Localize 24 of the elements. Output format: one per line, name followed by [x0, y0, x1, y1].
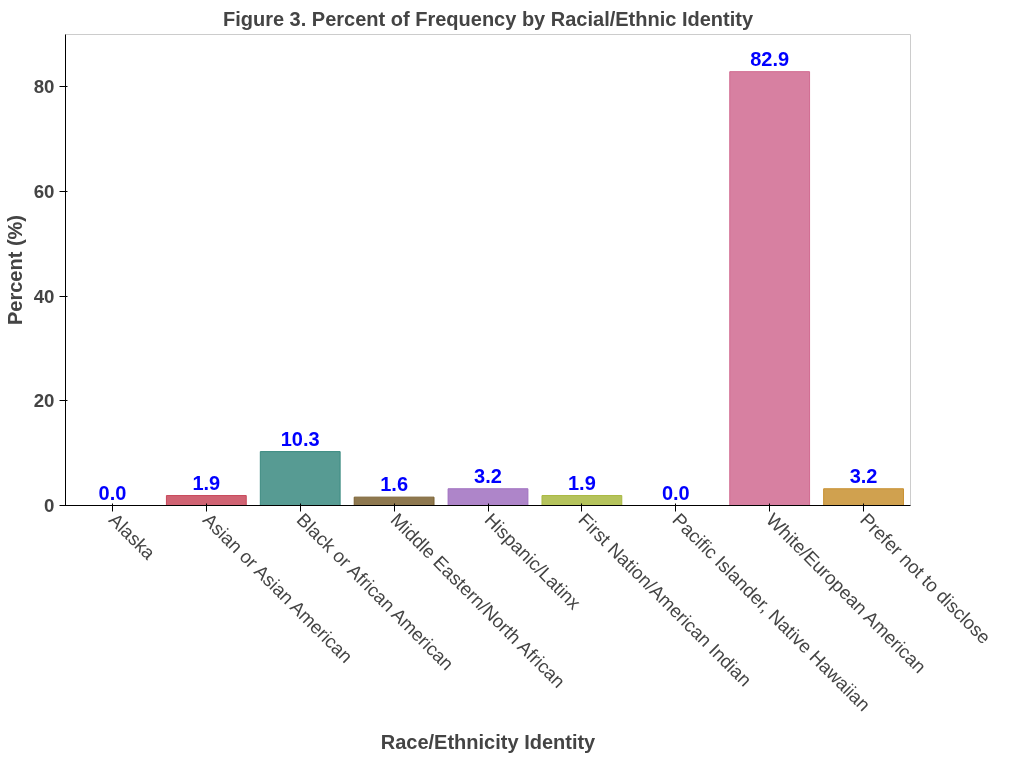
data-label: 1.6 — [380, 473, 409, 496]
data-label: 10.3 — [280, 427, 320, 450]
data-label: 0.0 — [661, 481, 690, 504]
data-label: 1.9 — [567, 471, 596, 494]
bar — [823, 488, 904, 506]
y-tick-label: 80 — [33, 76, 55, 98]
chart-title: Figure 3. Percent of Frequency by Racial/Ethnic Identity — [222, 7, 754, 30]
bar — [259, 451, 341, 506]
data-label: 0.0 — [98, 481, 127, 504]
bar — [165, 495, 247, 506]
bar — [447, 488, 529, 506]
data-label: 3.2 — [849, 464, 878, 487]
bar — [729, 71, 811, 506]
bar — [541, 495, 623, 506]
y-tick-label: 20 — [33, 390, 55, 412]
bar — [353, 496, 435, 506]
y-tick-label: 40 — [33, 285, 55, 307]
x-axis-title: Race/Ethnicity Identity — [380, 730, 597, 753]
data-label: 3.2 — [474, 464, 502, 487]
data-label: 1.9 — [192, 471, 221, 494]
y-axis-title: Percent (%) — [3, 214, 26, 326]
data-label: 82.9 — [750, 47, 790, 70]
y-tick-label: 0 — [44, 495, 55, 516]
y-tick-label: 60 — [33, 181, 55, 202]
